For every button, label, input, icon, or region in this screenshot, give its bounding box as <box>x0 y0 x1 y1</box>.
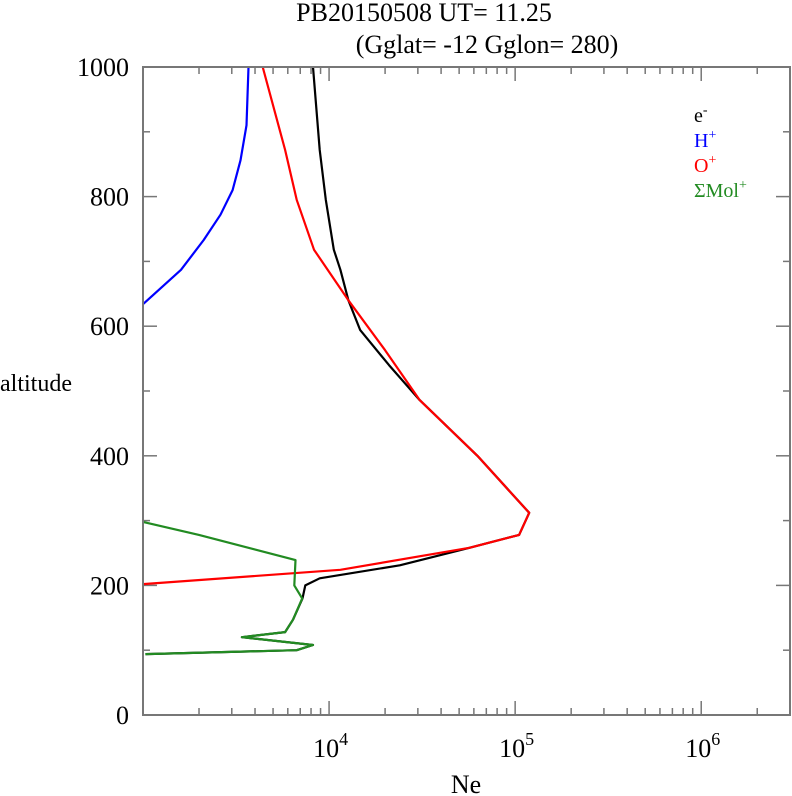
x-tick-base: 10 <box>313 734 339 763</box>
y-axis-label: altitude <box>0 371 72 397</box>
plot-frame <box>142 66 791 716</box>
legend-superscript: - <box>703 103 708 118</box>
x-tick-exponent: 5 <box>525 729 534 749</box>
x-tick-label: 106 <box>685 729 720 763</box>
x-axis-label: Ne <box>451 770 481 796</box>
series-line-2 <box>142 66 531 586</box>
chart-title: PB20150508 UT= 11.25 <box>296 0 552 27</box>
y-tick-label: 600 <box>90 312 129 341</box>
legend: e-H+O+ΣMol+ <box>694 103 747 202</box>
x-tick-exponent: 6 <box>711 729 720 749</box>
legend-superscript: + <box>708 128 716 143</box>
legend-entry: H+ <box>694 128 716 152</box>
chart-subtitle: (Gglat= -12 Gglon= 280) <box>356 30 619 59</box>
legend-entry: O+ <box>694 153 716 177</box>
legend-label: e <box>694 105 703 127</box>
x-tick-label: 104 <box>313 729 348 763</box>
x-tick-exponent: 4 <box>339 729 348 749</box>
series-line-0 <box>145 66 531 656</box>
legend-superscript: + <box>739 178 747 193</box>
y-tick-label: 400 <box>90 442 129 471</box>
series-line-3 <box>142 520 315 656</box>
legend-entry: e- <box>694 103 708 127</box>
legend-entry: ΣMol+ <box>694 178 747 202</box>
series-line-1 <box>142 66 250 306</box>
x-tick-base: 10 <box>685 734 711 763</box>
series-lines <box>142 66 531 656</box>
x-tick-base: 10 <box>499 734 525 763</box>
x-tick-label: 105 <box>499 729 534 763</box>
legend-label: H <box>694 130 708 152</box>
legend-label: ΣMol <box>694 180 739 202</box>
legend-superscript: + <box>708 153 716 168</box>
y-tick-label: 1000 <box>77 53 129 82</box>
y-tick-label: 200 <box>90 571 129 600</box>
legend-label: O <box>694 155 708 177</box>
y-tick-label: 0 <box>116 701 129 730</box>
y-tick-label: 800 <box>90 183 129 212</box>
